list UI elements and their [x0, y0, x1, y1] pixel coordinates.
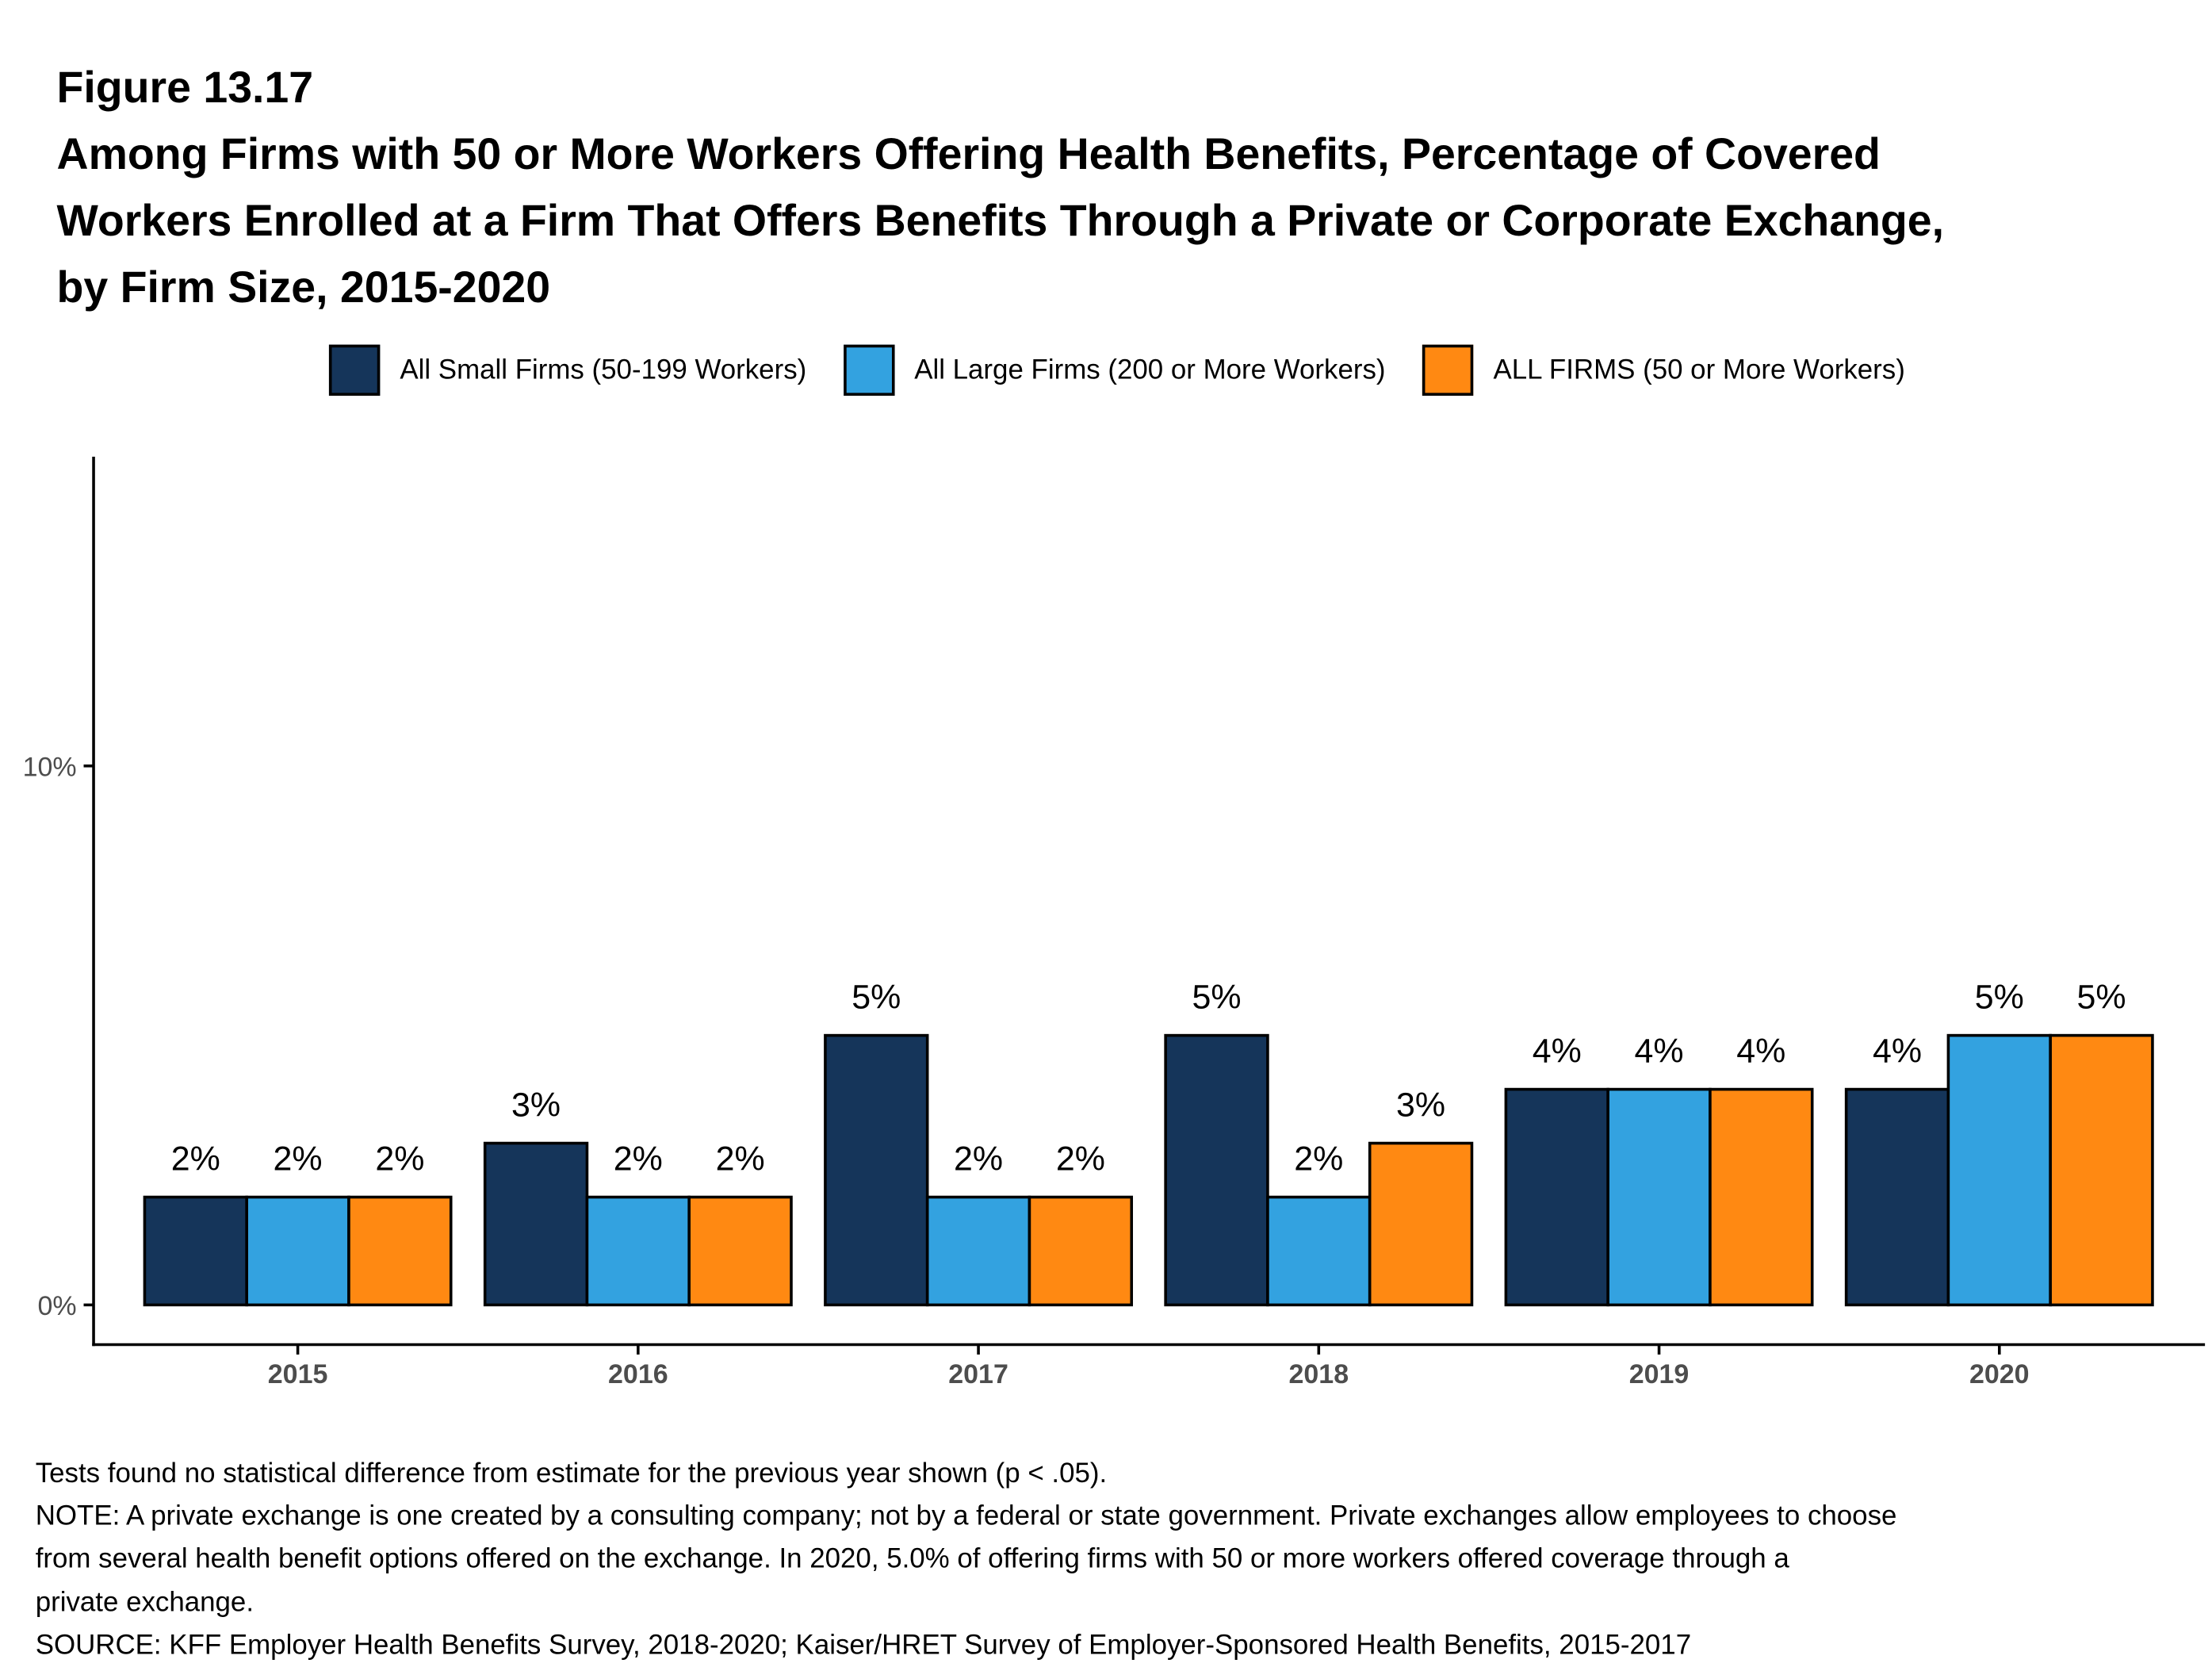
- data-label-2018-series-1: 2%: [1294, 1140, 1343, 1178]
- bar-2018-series-2: [1368, 1141, 1474, 1307]
- legend: All Small Firms (50-199 Workers) All Lar…: [328, 344, 1942, 396]
- legend-item-all-firms: ALL FIRMS (50 or More Workers): [1422, 344, 1905, 396]
- data-label-2020-series-1: 5%: [1975, 979, 2024, 1017]
- x-tick-label-2017: 2017: [948, 1359, 1008, 1389]
- bar-2015-series-1: [245, 1195, 350, 1307]
- footnote-note-1: NOTE: A private exchange is one created …: [35, 1500, 1897, 1532]
- bar-2015-series-2: [347, 1195, 453, 1307]
- bar-2016-series-0: [483, 1141, 589, 1307]
- footnote-note-2: from several health benefit options offe…: [35, 1542, 1789, 1575]
- figure-label: Figure 13.17: [56, 62, 314, 113]
- data-label-2015-series-2: 2%: [375, 1140, 424, 1178]
- data-label-2015-series-1: 2%: [274, 1140, 323, 1178]
- legend-swatch-small: [328, 344, 381, 396]
- bar-2017-series-0: [824, 1033, 929, 1307]
- x-tick-label-2016: 2016: [608, 1359, 668, 1389]
- data-label-2020-series-2: 5%: [2077, 979, 2126, 1017]
- bar-2019-series-0: [1504, 1087, 1609, 1307]
- chart-title-line-3: by Firm Size, 2015-2020: [56, 262, 551, 312]
- bar-2018-series-1: [1266, 1195, 1372, 1307]
- y-tick-label-10: 10%: [23, 752, 77, 782]
- data-label-2017-series-1: 2%: [954, 1140, 1003, 1178]
- x-tick-label-2018: 2018: [1289, 1359, 1349, 1389]
- x-tick-label-2019: 2019: [1629, 1359, 1690, 1389]
- data-label-2016-series-1: 2%: [614, 1140, 663, 1178]
- legend-item-large-firms: All Large Firms (200 or More Workers): [843, 344, 1386, 396]
- bar-2020-series-1: [1946, 1033, 2052, 1307]
- bar-2020-series-2: [2049, 1033, 2154, 1307]
- data-label-2015-series-0: 2%: [171, 1140, 220, 1178]
- bar-2015-series-0: [143, 1195, 248, 1307]
- bar-2017-series-1: [925, 1195, 1031, 1307]
- legend-label-small: All Small Firms (50-199 Workers): [400, 354, 807, 385]
- bar-2020-series-0: [1844, 1087, 1950, 1307]
- legend-label-large: All Large Firms (200 or More Workers): [914, 354, 1386, 385]
- bar-2018-series-0: [1164, 1033, 1269, 1307]
- data-label-2016-series-0: 3%: [511, 1086, 561, 1125]
- footnote-tests: Tests found no statistical difference fr…: [35, 1458, 1108, 1489]
- bar-2017-series-2: [1028, 1195, 1134, 1307]
- footnote-source: SOURCE: KFF Employer Health Benefits Sur…: [35, 1629, 1692, 1661]
- legend-swatch-large: [843, 344, 895, 396]
- data-label-2019-series-0: 4%: [1533, 1033, 1582, 1071]
- data-label-2018-series-2: 3%: [1396, 1086, 1445, 1125]
- bar-2019-series-2: [1709, 1087, 1814, 1307]
- chart-title-line-2: Workers Enrolled at a Firm That Offers B…: [56, 195, 1945, 246]
- bar-2019-series-1: [1606, 1087, 1712, 1307]
- x-tick-label-2020: 2020: [1969, 1359, 2030, 1389]
- footnote-note-3: private exchange.: [35, 1587, 254, 1619]
- bar-2016-series-2: [687, 1195, 793, 1307]
- bar-2016-series-1: [585, 1195, 691, 1307]
- data-label-2018-series-0: 5%: [1192, 979, 1242, 1017]
- data-label-2016-series-2: 2%: [716, 1140, 765, 1178]
- legend-item-small-firms: All Small Firms (50-199 Workers): [328, 344, 807, 396]
- legend-swatch-all: [1422, 344, 1474, 396]
- data-label-2020-series-0: 4%: [1873, 1033, 1922, 1071]
- data-label-2019-series-1: 4%: [1635, 1033, 1684, 1071]
- y-tick-label-0: 0%: [37, 1291, 76, 1321]
- legend-label-all: ALL FIRMS (50 or More Workers): [1493, 354, 1905, 385]
- x-tick-label-2015: 2015: [268, 1359, 328, 1389]
- chart-title-line-1: Among Firms with 50 or More Workers Offe…: [56, 128, 1881, 179]
- data-label-2019-series-2: 4%: [1736, 1033, 1785, 1071]
- data-label-2017-series-2: 2%: [1056, 1140, 1105, 1178]
- data-label-2017-series-0: 5%: [852, 979, 901, 1017]
